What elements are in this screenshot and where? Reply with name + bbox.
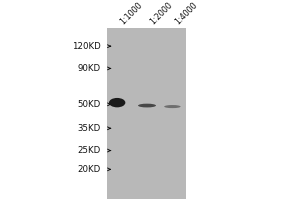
Text: 1:2000: 1:2000: [148, 1, 174, 27]
Text: 25KD: 25KD: [77, 146, 101, 155]
Ellipse shape: [109, 98, 125, 107]
Text: 1:1000: 1:1000: [118, 1, 144, 27]
Ellipse shape: [164, 105, 181, 108]
Text: 35KD: 35KD: [77, 124, 101, 133]
Text: 90KD: 90KD: [78, 64, 101, 73]
Text: 20KD: 20KD: [77, 165, 101, 174]
Ellipse shape: [138, 104, 156, 107]
Text: 50KD: 50KD: [77, 100, 101, 109]
Text: 120KD: 120KD: [72, 42, 101, 51]
Bar: [107, 28, 186, 199]
Text: 1:4000: 1:4000: [173, 1, 200, 27]
